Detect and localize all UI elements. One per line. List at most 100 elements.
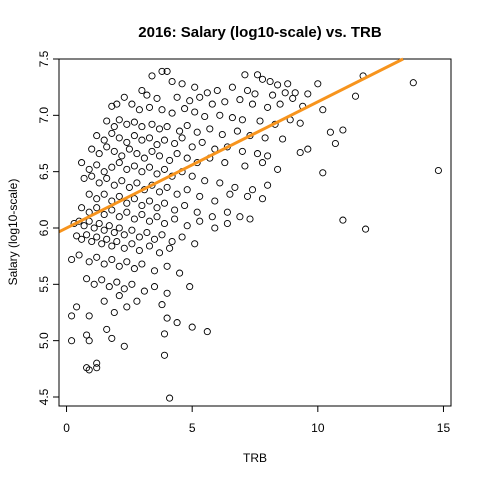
scatter-point bbox=[73, 303, 81, 311]
x-axis: 0 5 10 15 bbox=[63, 405, 451, 435]
scatter-point bbox=[130, 132, 138, 140]
x-tick-label: 15 bbox=[437, 421, 451, 435]
scatter-point bbox=[128, 226, 136, 234]
scatter-point bbox=[163, 314, 171, 322]
scatter-point bbox=[75, 251, 83, 259]
scatter-point bbox=[90, 224, 98, 232]
scatter-point bbox=[115, 134, 123, 142]
scatter-point bbox=[150, 267, 159, 275]
scatter-point bbox=[434, 166, 442, 175]
scatter-point bbox=[98, 240, 106, 248]
scatter-point bbox=[181, 105, 189, 113]
scatter-point bbox=[125, 183, 133, 191]
scatter-point bbox=[193, 208, 201, 216]
scatter-point bbox=[339, 216, 347, 224]
scatter-point bbox=[153, 204, 161, 212]
scatter-point bbox=[163, 289, 171, 297]
scatter-point bbox=[95, 179, 103, 187]
scatter-point bbox=[93, 204, 101, 212]
scatter-point bbox=[148, 120, 156, 128]
scatter-point bbox=[93, 195, 101, 203]
scatter-point bbox=[258, 75, 267, 83]
scatter-point bbox=[103, 235, 111, 243]
scatter-point bbox=[168, 77, 176, 86]
scatter-point bbox=[236, 213, 244, 221]
scatter-point bbox=[213, 86, 221, 95]
scatter-point bbox=[153, 213, 161, 221]
scatter-point bbox=[103, 143, 111, 151]
scatter-point bbox=[150, 235, 159, 243]
scatter-point bbox=[93, 364, 101, 372]
scatter-point bbox=[120, 231, 128, 239]
scatter-point bbox=[100, 190, 108, 198]
scatter-point bbox=[158, 231, 166, 239]
y-tick-label: 6.0 bbox=[37, 219, 51, 236]
scatter-point bbox=[319, 169, 327, 177]
scatter-point bbox=[238, 116, 246, 124]
scatter-point bbox=[138, 86, 146, 95]
scatter-point bbox=[409, 79, 417, 87]
scatter-point bbox=[110, 308, 118, 317]
scatter-point bbox=[80, 174, 88, 182]
scatter-point bbox=[95, 150, 103, 158]
scatter-point bbox=[85, 337, 93, 345]
scatter-point bbox=[88, 172, 96, 180]
scatter-point bbox=[80, 222, 88, 230]
scatter-point bbox=[168, 109, 176, 117]
scatter-point bbox=[85, 165, 93, 173]
scatter-point bbox=[351, 92, 360, 100]
scatter-point bbox=[233, 127, 241, 135]
scatter-point bbox=[256, 117, 264, 125]
scatter-point bbox=[183, 154, 191, 162]
scatter-point bbox=[178, 134, 186, 142]
scatter-point bbox=[183, 186, 191, 194]
scatter-point bbox=[123, 303, 131, 311]
scatter-point bbox=[140, 287, 148, 295]
scatter-point bbox=[339, 126, 347, 134]
scatter-point bbox=[88, 237, 96, 246]
scatter-point bbox=[188, 323, 196, 331]
scatter-point bbox=[115, 116, 123, 124]
scatter-point bbox=[108, 129, 116, 137]
scatter-point bbox=[186, 283, 194, 291]
y-axis-label: Salary (log10-scale) bbox=[6, 179, 20, 286]
scatter-point bbox=[223, 208, 231, 216]
scatter-point bbox=[93, 233, 101, 241]
scatter-point bbox=[196, 192, 204, 200]
scatter-point bbox=[143, 228, 151, 237]
scatter-point bbox=[181, 201, 189, 210]
scatter-point bbox=[110, 228, 118, 237]
scatter-point bbox=[108, 242, 116, 250]
scatter-point bbox=[145, 217, 154, 225]
scatter-point bbox=[201, 112, 209, 121]
scatter-point bbox=[171, 215, 179, 223]
scatter-point bbox=[163, 183, 171, 191]
scatter-point bbox=[110, 123, 118, 131]
scatter-point bbox=[115, 292, 123, 300]
scatter-point bbox=[83, 231, 91, 239]
scatter-point bbox=[130, 118, 138, 126]
scatter-point bbox=[93, 359, 101, 367]
scatter-point bbox=[108, 163, 116, 171]
scatter-point bbox=[196, 93, 204, 101]
scatter-point bbox=[138, 123, 146, 131]
scatter-point bbox=[145, 197, 154, 205]
scatter-point bbox=[186, 97, 194, 105]
scatter-point bbox=[158, 106, 166, 114]
scatter-point bbox=[203, 89, 211, 97]
scatter-point bbox=[296, 119, 304, 127]
scatter-point bbox=[274, 165, 282, 173]
scatter-point bbox=[228, 83, 236, 91]
scatter-point bbox=[143, 91, 151, 99]
scatter-point bbox=[314, 80, 322, 88]
scatter-point bbox=[68, 255, 76, 264]
scatter-point bbox=[158, 301, 166, 309]
scatter-point bbox=[113, 237, 121, 246]
scatter-point bbox=[253, 150, 262, 158]
scatter-point bbox=[281, 89, 289, 97]
scatter-point bbox=[110, 181, 118, 189]
scatter-point bbox=[160, 351, 169, 359]
scatter-point bbox=[128, 280, 136, 288]
scatter-point bbox=[133, 150, 141, 158]
